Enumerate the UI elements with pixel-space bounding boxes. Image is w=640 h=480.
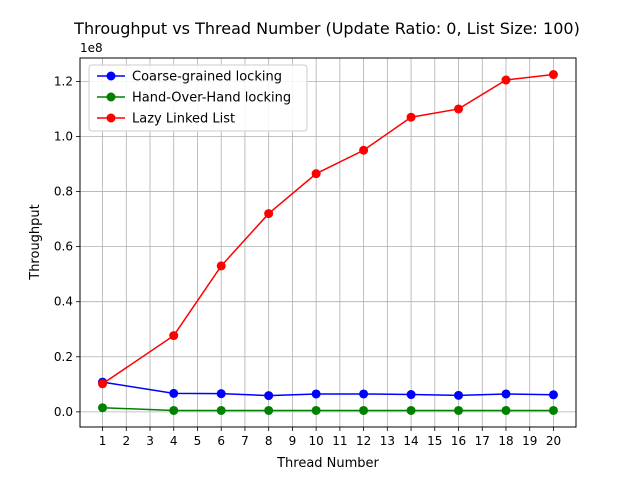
x-tick-label: 16 [451, 434, 466, 448]
data-point [311, 405, 321, 415]
x-tick-label: 14 [403, 434, 418, 448]
data-series [98, 70, 558, 415]
x-tick-label: 11 [332, 434, 347, 448]
legend-marker [106, 113, 116, 123]
data-point [406, 405, 416, 415]
data-point [169, 405, 179, 415]
y-tick-label: 0.4 [54, 295, 73, 309]
data-point [264, 391, 274, 401]
x-tick-label: 2 [122, 434, 130, 448]
data-point [264, 405, 274, 415]
x-tick-label: 20 [546, 434, 561, 448]
data-point [216, 405, 226, 415]
y-axis-label: Throughput [28, 204, 43, 281]
y-tick-label: 0.2 [54, 350, 73, 364]
data-point [98, 403, 108, 413]
x-tick-label: 15 [427, 434, 442, 448]
data-point [311, 169, 321, 179]
legend-box [88, 64, 308, 132]
y-tick-label: 0.8 [54, 185, 73, 199]
legend: Coarse-grained locking Hand-Over-Hand loc… [88, 64, 308, 132]
legend-marker [106, 71, 116, 81]
data-point [406, 112, 416, 122]
data-point [169, 388, 179, 398]
data-point [359, 389, 369, 399]
series-line-1 [102, 406, 554, 412]
x-tick-label: 1 [99, 434, 107, 448]
data-point [264, 209, 274, 219]
data-point [216, 261, 226, 271]
data-point [501, 75, 511, 85]
data-point [454, 104, 464, 114]
y-tick-label: 0.0 [54, 405, 73, 419]
data-point [501, 405, 511, 415]
series-line-0 [102, 381, 554, 397]
y-tick-label: 1.2 [54, 74, 73, 88]
data-point [311, 389, 321, 399]
legend-label: Hand-Over-Hand locking [132, 91, 291, 106]
x-axis-label: Thread Number [276, 456, 379, 471]
x-tick-label: 10 [308, 434, 323, 448]
data-point [454, 405, 464, 415]
x-tick-label: 17 [475, 434, 490, 448]
x-tick-label: 7 [241, 434, 249, 448]
x-tick-label: 13 [380, 434, 395, 448]
data-point [501, 389, 511, 399]
data-point [359, 145, 369, 155]
data-point [98, 379, 108, 389]
data-point [548, 390, 558, 400]
y-offset-label: 1e8 [80, 41, 103, 55]
data-point [169, 331, 179, 341]
x-tick-label: 19 [522, 434, 537, 448]
x-tick-label: 3 [146, 434, 154, 448]
axes: 1 2 3 4 5 6 7 8 9 10 11 12 13 14 15 16 17 18 19 200.00.20.4… [54, 74, 561, 448]
plot-frame [79, 57, 577, 428]
data-point [548, 70, 558, 80]
data-point [359, 405, 369, 415]
legend-label: Lazy Linked List [132, 112, 235, 127]
y-tick-label: 1.0 [54, 129, 73, 143]
x-tick-label: 12 [356, 434, 371, 448]
x-tick-label: 18 [498, 434, 513, 448]
data-point [406, 390, 416, 400]
x-tick-label: 6 [217, 434, 225, 448]
data-point [454, 390, 464, 400]
x-tick-label: 4 [170, 434, 178, 448]
y-tick-label: 0.6 [54, 240, 73, 254]
data-point [216, 389, 226, 399]
x-tick-label: 9 [289, 434, 297, 448]
legend-label: Coarse-grained locking [132, 70, 282, 85]
legend-marker [106, 92, 116, 102]
x-tick-label: 8 [265, 434, 273, 448]
chart-title: Throughput vs Thread Number (Update Rati… [73, 19, 580, 38]
data-point [548, 405, 558, 415]
x-tick-label: 5 [194, 434, 202, 448]
series-line-2 [102, 73, 554, 385]
